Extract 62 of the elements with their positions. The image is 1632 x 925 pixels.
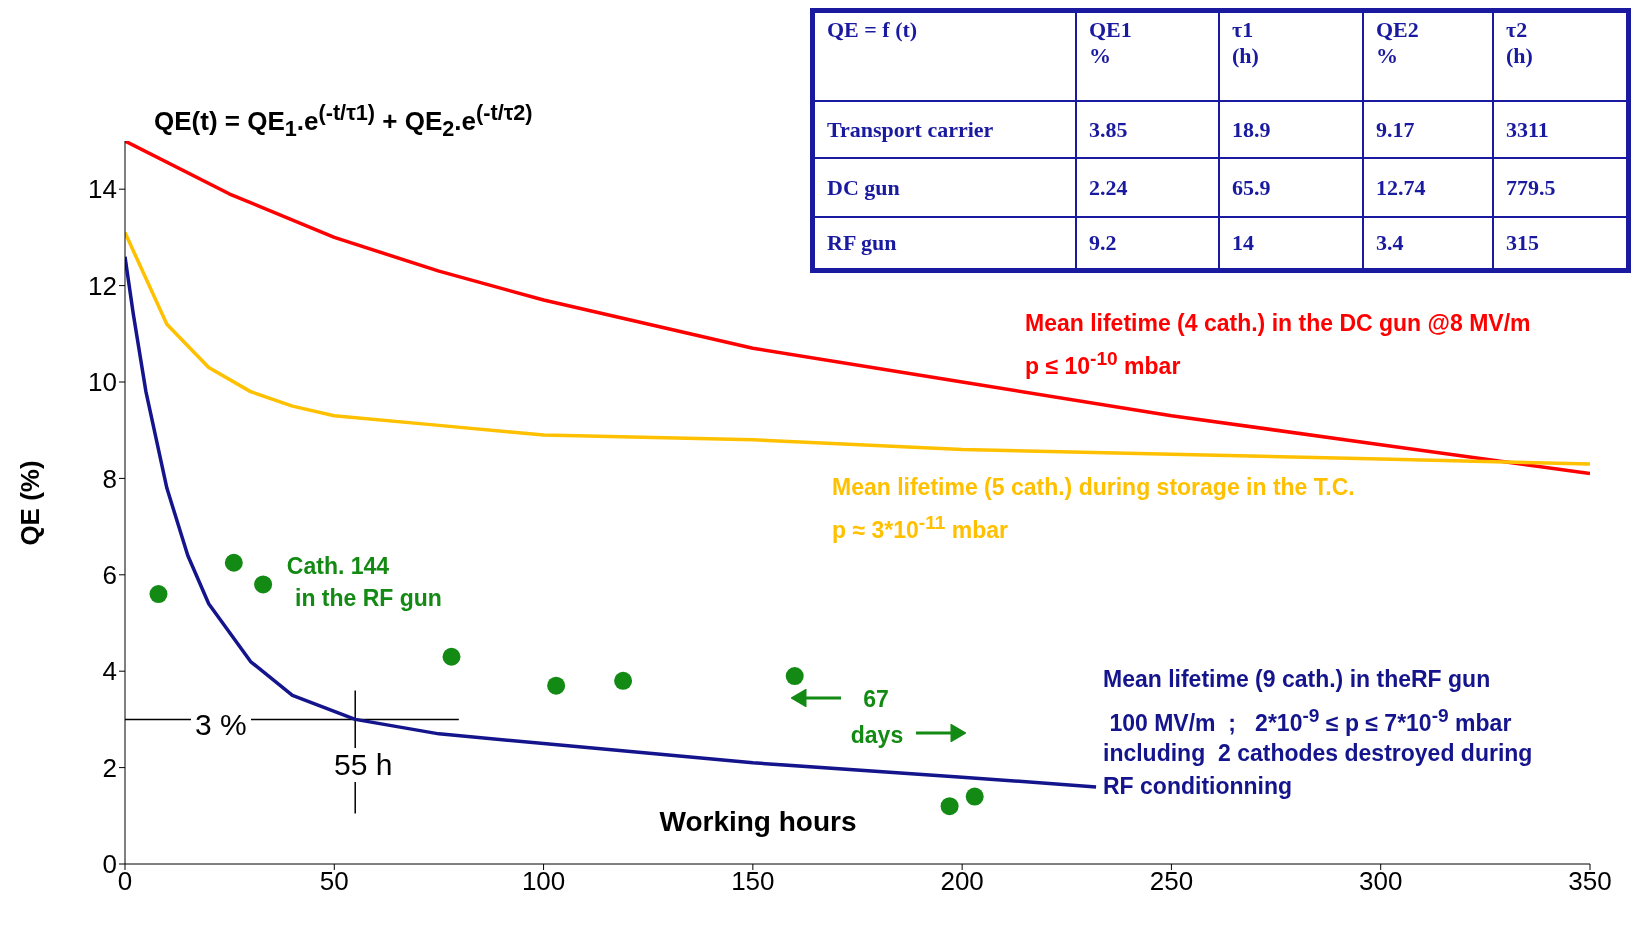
text: QE(t) = QE$_{1}$.e$^{(-t/τ1)}$ + QE$_{2}$.e$^{(-t/τ2)}$ <box>154 100 533 142</box>
annotation: 9.2 <box>1076 217 1219 269</box>
y-tick-label: 10 <box>88 367 117 398</box>
y-axis-title: QE (%) <box>14 460 46 546</box>
x-tick-label: 100 <box>521 866 566 897</box>
point <box>785 667 804 686</box>
text: τ2 (h) <box>1493 12 1627 101</box>
annotation: 2.24 <box>1076 158 1219 217</box>
x-tick-label: 300 <box>1359 866 1403 897</box>
point <box>254 575 273 594</box>
annotation: 18.9 <box>1219 101 1363 158</box>
text: QE = f (t) <box>814 12 1076 101</box>
ref-line-label: 55 h <box>330 748 397 782</box>
series-label: Cath. 144 <box>286 553 390 580</box>
annotation: 315 <box>1493 217 1627 269</box>
y-tick-label: 12 <box>88 270 117 301</box>
point <box>547 676 566 695</box>
point <box>224 553 243 572</box>
point <box>965 787 984 806</box>
x-tick-label: 250 <box>1149 866 1194 897</box>
annotation: DC gun <box>814 158 1076 217</box>
point <box>614 671 633 690</box>
text: QE1 % <box>1076 12 1219 101</box>
annotation: 3311 <box>1493 101 1627 158</box>
annotation: 65.9 <box>1219 158 1363 217</box>
y-tick-label: 4 <box>102 656 117 687</box>
ref-line-label: 3 % <box>191 708 251 742</box>
annotation: 9.17 <box>1363 101 1493 158</box>
annotation: 12.74 <box>1363 158 1493 217</box>
point <box>940 797 959 816</box>
y-tick-label: 2 <box>102 752 117 783</box>
annotation: p ≈ 3*10$^{-11}$ mbar <box>832 512 1009 544</box>
y-tick-label: 6 <box>102 560 117 591</box>
x-axis-title: Working hours <box>659 806 857 838</box>
text: Mean lifetime (4 cath.) in the DC gun @8 MV/m <box>1025 310 1531 337</box>
line-series <box>125 141 1590 476</box>
text: τ1 (h) <box>1219 12 1363 101</box>
annotation: 14 <box>1219 217 1363 269</box>
x-tick-label: 50 <box>319 866 349 897</box>
annotation: 779.5 <box>1493 158 1627 217</box>
annotation: including 2 cathodes destroyed during <box>1103 740 1533 767</box>
annotation: RF conditionning <box>1103 773 1293 800</box>
annotation: in the RF gun <box>295 585 442 612</box>
annotation: 3.4 <box>1363 217 1493 269</box>
annotation: p ≤ 10$^{-10}$ mbar <box>1025 348 1181 380</box>
text: QE2 % <box>1363 12 1493 101</box>
line-series <box>125 230 1590 466</box>
x-tick-label: 150 <box>731 866 775 897</box>
annotation: 100 MV/m ; 2*10$^{-9}$ ≤ p ≤ 7*10$^{-9}$ mbar <box>1108 705 1512 737</box>
point <box>149 585 168 604</box>
x-tick-label: 350 <box>1568 866 1612 897</box>
y-tick-label: 8 <box>102 463 117 494</box>
annotation: 3.85 <box>1076 101 1219 158</box>
x-tick-label: 200 <box>940 866 984 897</box>
annotation: Transport carrier <box>814 101 1076 158</box>
annotation: 67 <box>863 686 889 713</box>
y-tick-label: 14 <box>88 174 117 205</box>
annotation: days <box>850 722 904 749</box>
text: Mean lifetime (9 cath.) in theRF gun <box>1103 666 1491 693</box>
series-label: Mean lifetime (5 cath.) during storage in the T.C. <box>832 474 1355 501</box>
annotation: RF gun <box>814 217 1076 269</box>
point <box>442 647 461 666</box>
